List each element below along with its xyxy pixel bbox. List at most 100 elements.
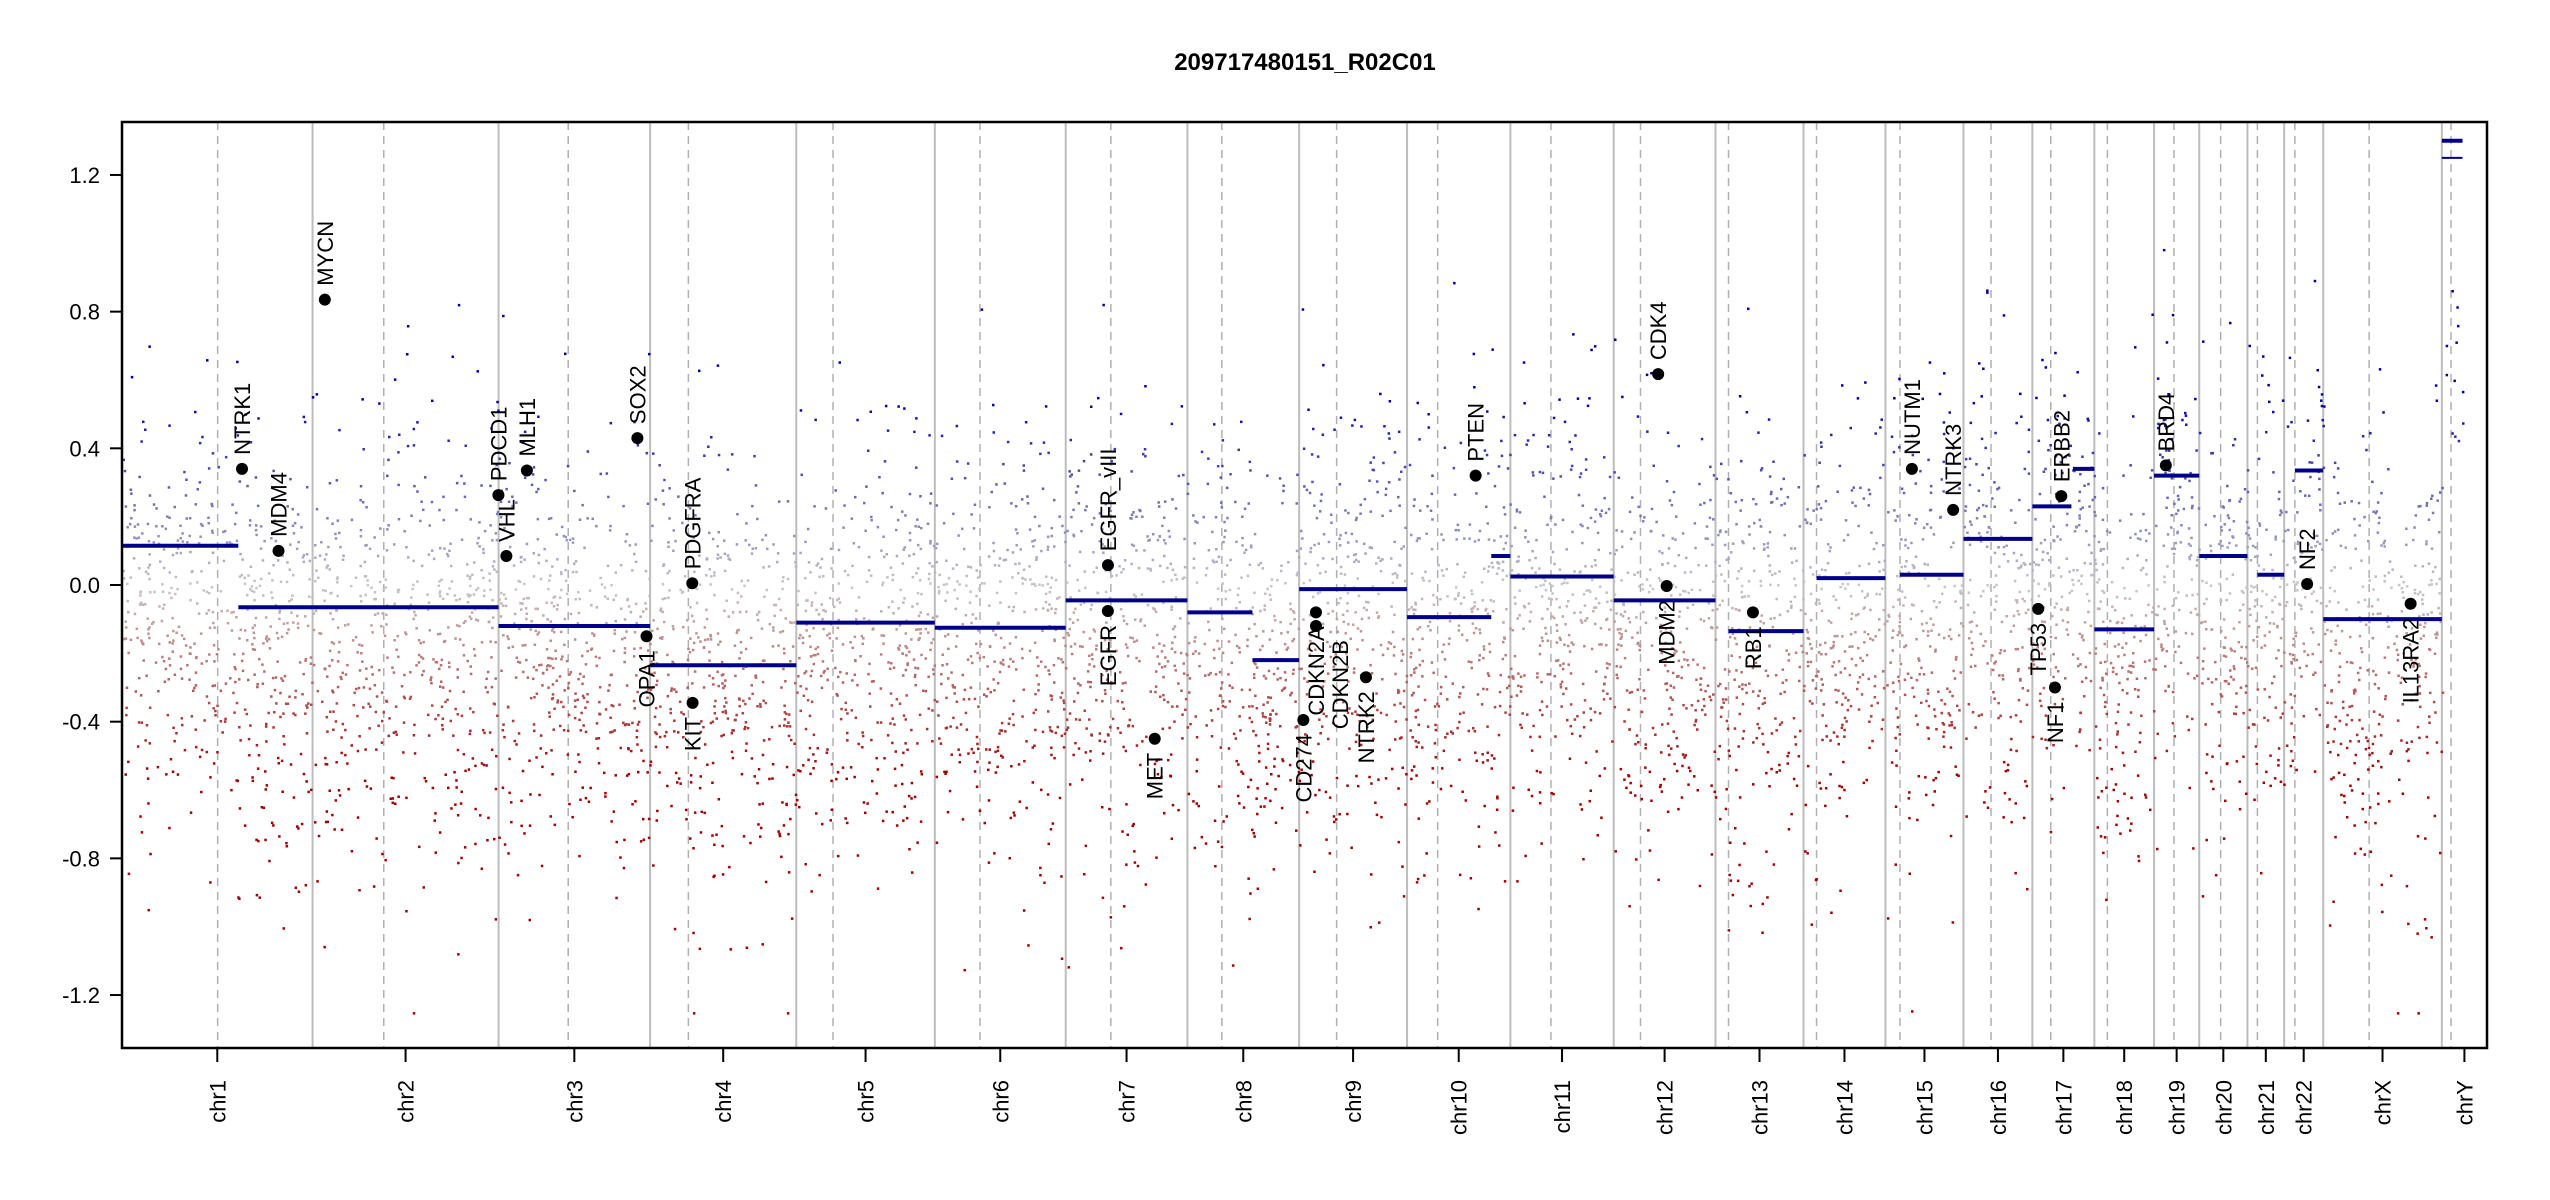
probe-point (972, 751, 975, 754)
probe-point (1695, 678, 1698, 681)
probe-point (1815, 508, 1818, 511)
probe-point (525, 617, 528, 621)
probe-point (1840, 703, 1844, 706)
probe-point (1166, 700, 1170, 704)
probe-point (1730, 654, 1733, 657)
probe-point (910, 638, 913, 641)
probe-point (1440, 533, 1443, 536)
probe-point (1259, 561, 1263, 565)
probe-point (598, 700, 601, 704)
probe-point (482, 551, 485, 555)
probe-point (490, 427, 493, 430)
probe-point (1172, 627, 1175, 631)
probe-point (1585, 589, 1588, 592)
probe-point (1513, 526, 1517, 529)
probe-point (662, 503, 665, 506)
probe-point (148, 494, 152, 497)
probe-point (314, 609, 318, 613)
probe-point (219, 689, 223, 693)
probe-point (1394, 572, 1397, 575)
probe-point (1485, 453, 1489, 457)
probe-point (1699, 677, 1703, 680)
probe-point (575, 570, 578, 574)
probe-point (225, 541, 229, 544)
probe-point (1387, 481, 1391, 484)
probe-point (137, 536, 141, 539)
probe-point (1571, 593, 1574, 596)
probe-point (1948, 724, 1951, 727)
probe-point (1629, 791, 1632, 794)
probe-point (1670, 747, 1673, 750)
probe-point (647, 817, 651, 821)
probe-point (1439, 685, 1443, 689)
probe-point (574, 705, 577, 708)
probe-point (627, 723, 631, 726)
probe-point (1822, 703, 1826, 706)
probe-point (1276, 667, 1280, 670)
probe-point (1308, 653, 1312, 656)
probe-point (1605, 591, 1608, 594)
probe-point (905, 654, 908, 657)
probe-point (282, 927, 285, 930)
probe-point (1512, 677, 1515, 680)
probe-point (1304, 733, 1307, 736)
probe-point (229, 677, 232, 680)
probe-point (439, 685, 442, 688)
probe-point (1360, 425, 1363, 428)
probe-point (1301, 759, 1304, 763)
probe-point (422, 669, 425, 673)
probe-point (494, 787, 498, 791)
probe-point (1322, 533, 1326, 536)
probe-point (1678, 615, 1681, 618)
probe-point (1834, 673, 1837, 677)
probe-point (417, 653, 421, 657)
probe-point (1181, 577, 1184, 580)
probe-point (1312, 427, 1315, 431)
probe-point (913, 675, 917, 679)
probe-point (1696, 728, 1699, 731)
probe-point (1681, 764, 1684, 768)
probe-point (1397, 688, 1400, 692)
probe-point (822, 627, 825, 631)
probe-point (473, 608, 477, 611)
probe-point (1699, 683, 1702, 686)
probe-point (1011, 712, 1015, 716)
probe-point (916, 841, 919, 844)
probe-point (1080, 530, 1083, 533)
probe-point (468, 615, 472, 618)
probe-point (606, 597, 609, 600)
probe-point (289, 543, 292, 546)
probe-point (1404, 579, 1407, 583)
probe-point (479, 814, 482, 817)
probe-point (274, 603, 277, 607)
probe-point (955, 635, 959, 638)
probe-point (1030, 582, 1034, 586)
probe-point (753, 775, 756, 778)
probe-point (1701, 708, 1704, 712)
probe-point (634, 543, 637, 546)
probe-point (879, 721, 883, 724)
probe-point (1023, 759, 1026, 763)
probe-point (312, 628, 316, 632)
probe-point (1251, 828, 1254, 832)
probe-point (1011, 576, 1014, 579)
probe-point (623, 838, 626, 842)
probe-point (306, 486, 309, 489)
probe-point (651, 524, 654, 528)
probe-point (1177, 808, 1180, 812)
probe-point (1302, 447, 1306, 450)
probe-point (314, 544, 317, 547)
probe-point (1794, 584, 1797, 587)
probe-point (1485, 688, 1489, 691)
probe-point (837, 854, 840, 858)
probe-point (1090, 734, 1093, 737)
probe-point (1167, 529, 1171, 533)
probe-point (235, 701, 239, 705)
probe-point (1258, 760, 1261, 763)
probe-point (468, 577, 472, 580)
probe-point (1008, 642, 1012, 645)
probe-point (1509, 705, 1512, 708)
probe-point (608, 683, 611, 687)
probe-point (179, 524, 182, 527)
probe-point (591, 517, 594, 521)
